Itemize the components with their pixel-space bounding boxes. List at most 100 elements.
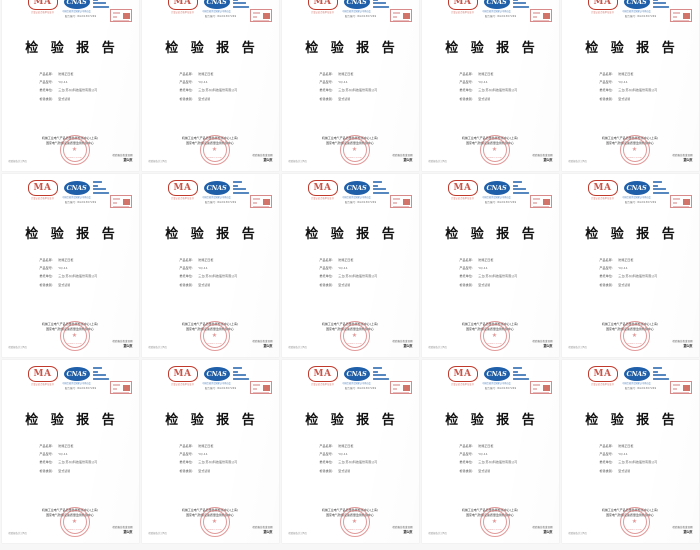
report-meta: 检验报告签发日期 第1页 — [112, 154, 132, 163]
cnas-logo-caption: 中国合格评定国家认可委员会 — [62, 10, 91, 13]
page-count-note: 检验报告共计5页 — [8, 160, 27, 163]
report-number-label: 报告编号: — [484, 387, 497, 390]
field-row: 产品名称: 防爆正压柜 — [460, 444, 555, 448]
report-number-label: 报告编号: — [624, 201, 637, 204]
report-thumbnail[interactable]: MA 计量认证合格单位证书 CNAS 中国合格评定国家认可委员会 报告编号: — [281, 174, 419, 357]
report-thumbnail[interactable]: MA 计量认证合格单位证书 CNAS 中国合格评定国家认可委员会 报告编号: — [281, 0, 419, 171]
cnas-logo-text: CNAS — [486, 184, 507, 192]
report-thumbnail[interactable]: MA 计量认证合格单位证书 CNAS 中国合格评定国家认可委员会 报告编号: — [1, 174, 139, 357]
ma-logo-text: MA — [453, 0, 472, 7]
field-value: 型式试验 — [58, 282, 71, 287]
report-number-value: RGD1307249 — [637, 387, 657, 390]
field-row: 产品名称: 防爆正压柜 — [40, 72, 135, 76]
product-info-fields: 产品名称: 防爆正压柜 产品型号: YQ-11 委托单位: 三立(苏州)科技股份… — [460, 72, 555, 105]
field-label: 产品型号: — [459, 266, 474, 271]
field-label: 委托单位: — [39, 88, 54, 93]
report-thumbnail[interactable]: MA 计量认证合格单位证书 CNAS 中国合格评定国家认可委员会 报告编号: — [281, 360, 419, 543]
page-mark: 第1页 — [263, 344, 273, 349]
ma-certification-logo: MA — [167, 366, 198, 382]
field-value: YQ-11 — [338, 80, 348, 85]
field-value: 型式试验 — [58, 96, 71, 101]
cnas-side-text-lines — [652, 181, 677, 195]
cnas-logo-caption: 中国合格评定国家认可委员会 — [202, 196, 231, 199]
field-label: 产品名称: — [39, 72, 54, 76]
seal-text: 检验报告专用章 — [67, 529, 82, 532]
seal-box-glyph — [542, 385, 550, 391]
inspection-seal-box-icon — [389, 195, 412, 208]
field-label: 产品名称: — [39, 258, 54, 262]
field-row: 检验类别: 型式试验 — [40, 469, 135, 473]
cnas-line-4 — [232, 377, 249, 380]
field-value: 型式试验 — [478, 96, 491, 101]
report-thumbnail[interactable]: MA 计量认证合格单位证书 CNAS 中国合格评定国家认可委员会 报告编号: — [561, 0, 699, 171]
product-info-fields: 产品名称: 防爆正压柜 产品型号: YQ-11 委托单位: 三立(苏州)科技股份… — [40, 258, 135, 291]
field-value: YQ-11 — [478, 266, 488, 271]
seal-text: 检验报告专用章 — [487, 529, 502, 532]
issue-date-label: 检验报告签发日期 — [672, 526, 693, 529]
report-number-label: 报告编号: — [484, 201, 497, 204]
red-round-seal-icon: ★ 检验报告专用章 — [619, 507, 650, 537]
inspection-seal-box-icon — [389, 9, 412, 22]
report-thumbnail[interactable]: MA 计量认证合格单位证书 CNAS 中国合格评定国家认可委员会 报告编号: — [561, 174, 699, 357]
ma-logo-text: MA — [173, 369, 192, 379]
field-value: 三立(苏州)科技股份有限公司 — [198, 460, 238, 465]
report-thumbnail[interactable]: MA 计量认证合格单位证书 CNAS 中国合格评定国家认可委员会 报告编号: — [421, 174, 559, 357]
cnas-line-2 — [512, 184, 518, 187]
seal-box-bar-3 — [392, 392, 409, 394]
cnas-logo-caption: 中国合格评定国家认可委员会 — [342, 196, 371, 199]
field-label: 产品名称: — [459, 444, 474, 448]
ma-logo-caption: 计量认证合格单位证书 — [311, 197, 334, 200]
inspection-seal-box-icon — [249, 9, 272, 22]
field-value: 防爆正压柜 — [618, 444, 634, 448]
cnas-certification-logo: CNAS — [623, 367, 650, 381]
report-thumbnail[interactable]: MA 计量认证合格单位证书 CNAS 中国合格评定国家认可委员会 报告编号: — [1, 0, 139, 171]
field-row: 检验类别: 型式试验 — [40, 97, 135, 101]
report-thumbnail[interactable]: MA 计量认证合格单位证书 CNAS 中国合格评定国家认可委员会 报告编号: — [421, 360, 559, 543]
field-row: 委托单位: 三立(苏州)科技股份有限公司 — [180, 88, 275, 92]
cnas-logo-text: CNAS — [206, 184, 227, 192]
cnas-certification-logo: CNAS — [483, 0, 510, 9]
seal-text: 检验报告专用章 — [627, 343, 642, 346]
report-thumbnail[interactable]: MA 计量认证合格单位证书 CNAS 中国合格评定国家认可委员会 报告编号: — [421, 0, 559, 171]
seal-box-bar-2 — [672, 202, 677, 204]
report-thumbnail[interactable]: MA 计量认证合格单位证书 CNAS 中国合格评定国家认可委员会 报告编号: — [561, 360, 699, 543]
certification-header: MA 计量认证合格单位证书 CNAS 中国合格评定国家认可委员会 — [422, 0, 559, 22]
page-count-note: 检验报告共计5页 — [428, 346, 447, 349]
product-info-fields: 产品名称: 防爆正压柜 产品型号: YQ-11 委托单位: 三立(苏州)科技股份… — [320, 258, 415, 291]
seal-star-icon: ★ — [491, 332, 498, 339]
field-value: 三立(苏州)科技股份有限公司 — [478, 88, 518, 93]
report-number-value: RGD1307249 — [357, 201, 377, 204]
report-number-label: 报告编号: — [204, 387, 217, 390]
report-thumbnail[interactable]: MA 计量认证合格单位证书 CNAS 中国合格评定国家认可委员会 报告编号: — [141, 0, 279, 171]
ma-logo-caption: 计量认证合格单位证书 — [31, 197, 54, 200]
issue-date-label: 检验报告签发日期 — [112, 526, 133, 529]
report-number: 报告编号: RGD1307249 — [485, 387, 545, 391]
field-row: 产品名称: 防爆正压柜 — [460, 72, 555, 76]
seal-box-bar-2 — [672, 16, 677, 18]
seal-box-glyph — [682, 13, 690, 19]
page-count-note: 检验报告共计5页 — [568, 160, 587, 163]
cnas-logo-text: CNAS — [346, 370, 367, 378]
report-thumbnail[interactable]: MA 计量认证合格单位证书 CNAS 中国合格评定国家认可委员会 报告编号: — [141, 360, 279, 543]
page-count-note: 检验报告共计5页 — [8, 532, 27, 535]
cnas-certification-logo: CNAS — [483, 181, 510, 195]
page-title: 检 验 报 告 — [165, 227, 259, 242]
issue-date-label: 检验报告签发日期 — [252, 340, 273, 343]
field-value: 三立(苏州)科技股份有限公司 — [618, 88, 658, 93]
field-value: 防爆正压柜 — [198, 72, 214, 76]
report-thumbnail[interactable]: MA 计量认证合格单位证书 CNAS 中国合格评定国家认可委员会 报告编号: — [1, 360, 139, 543]
report-number-label: 报告编号: — [204, 15, 217, 18]
ma-logo-caption: 计量认证合格单位证书 — [311, 11, 334, 14]
field-row: 委托单位: 三立(苏州)科技股份有限公司 — [460, 460, 555, 464]
page-title: 检 验 报 告 — [445, 227, 539, 242]
field-label: 检验类别: — [599, 96, 614, 101]
seal-star-icon: ★ — [351, 518, 358, 525]
page-mark: 第1页 — [543, 530, 553, 535]
report-number: 报告编号: RGD1307249 — [345, 387, 405, 391]
report-thumbnail[interactable]: MA 计量认证合格单位证书 CNAS 中国合格评定国家认可委员会 报告编号: — [141, 174, 279, 357]
field-label: 检验类别: — [459, 96, 474, 101]
field-label: 产品型号: — [459, 452, 474, 457]
field-label: 产品名称: — [459, 72, 474, 76]
page-mark: 第1页 — [123, 344, 133, 349]
field-row: 检验类别: 型式试验 — [600, 283, 695, 287]
